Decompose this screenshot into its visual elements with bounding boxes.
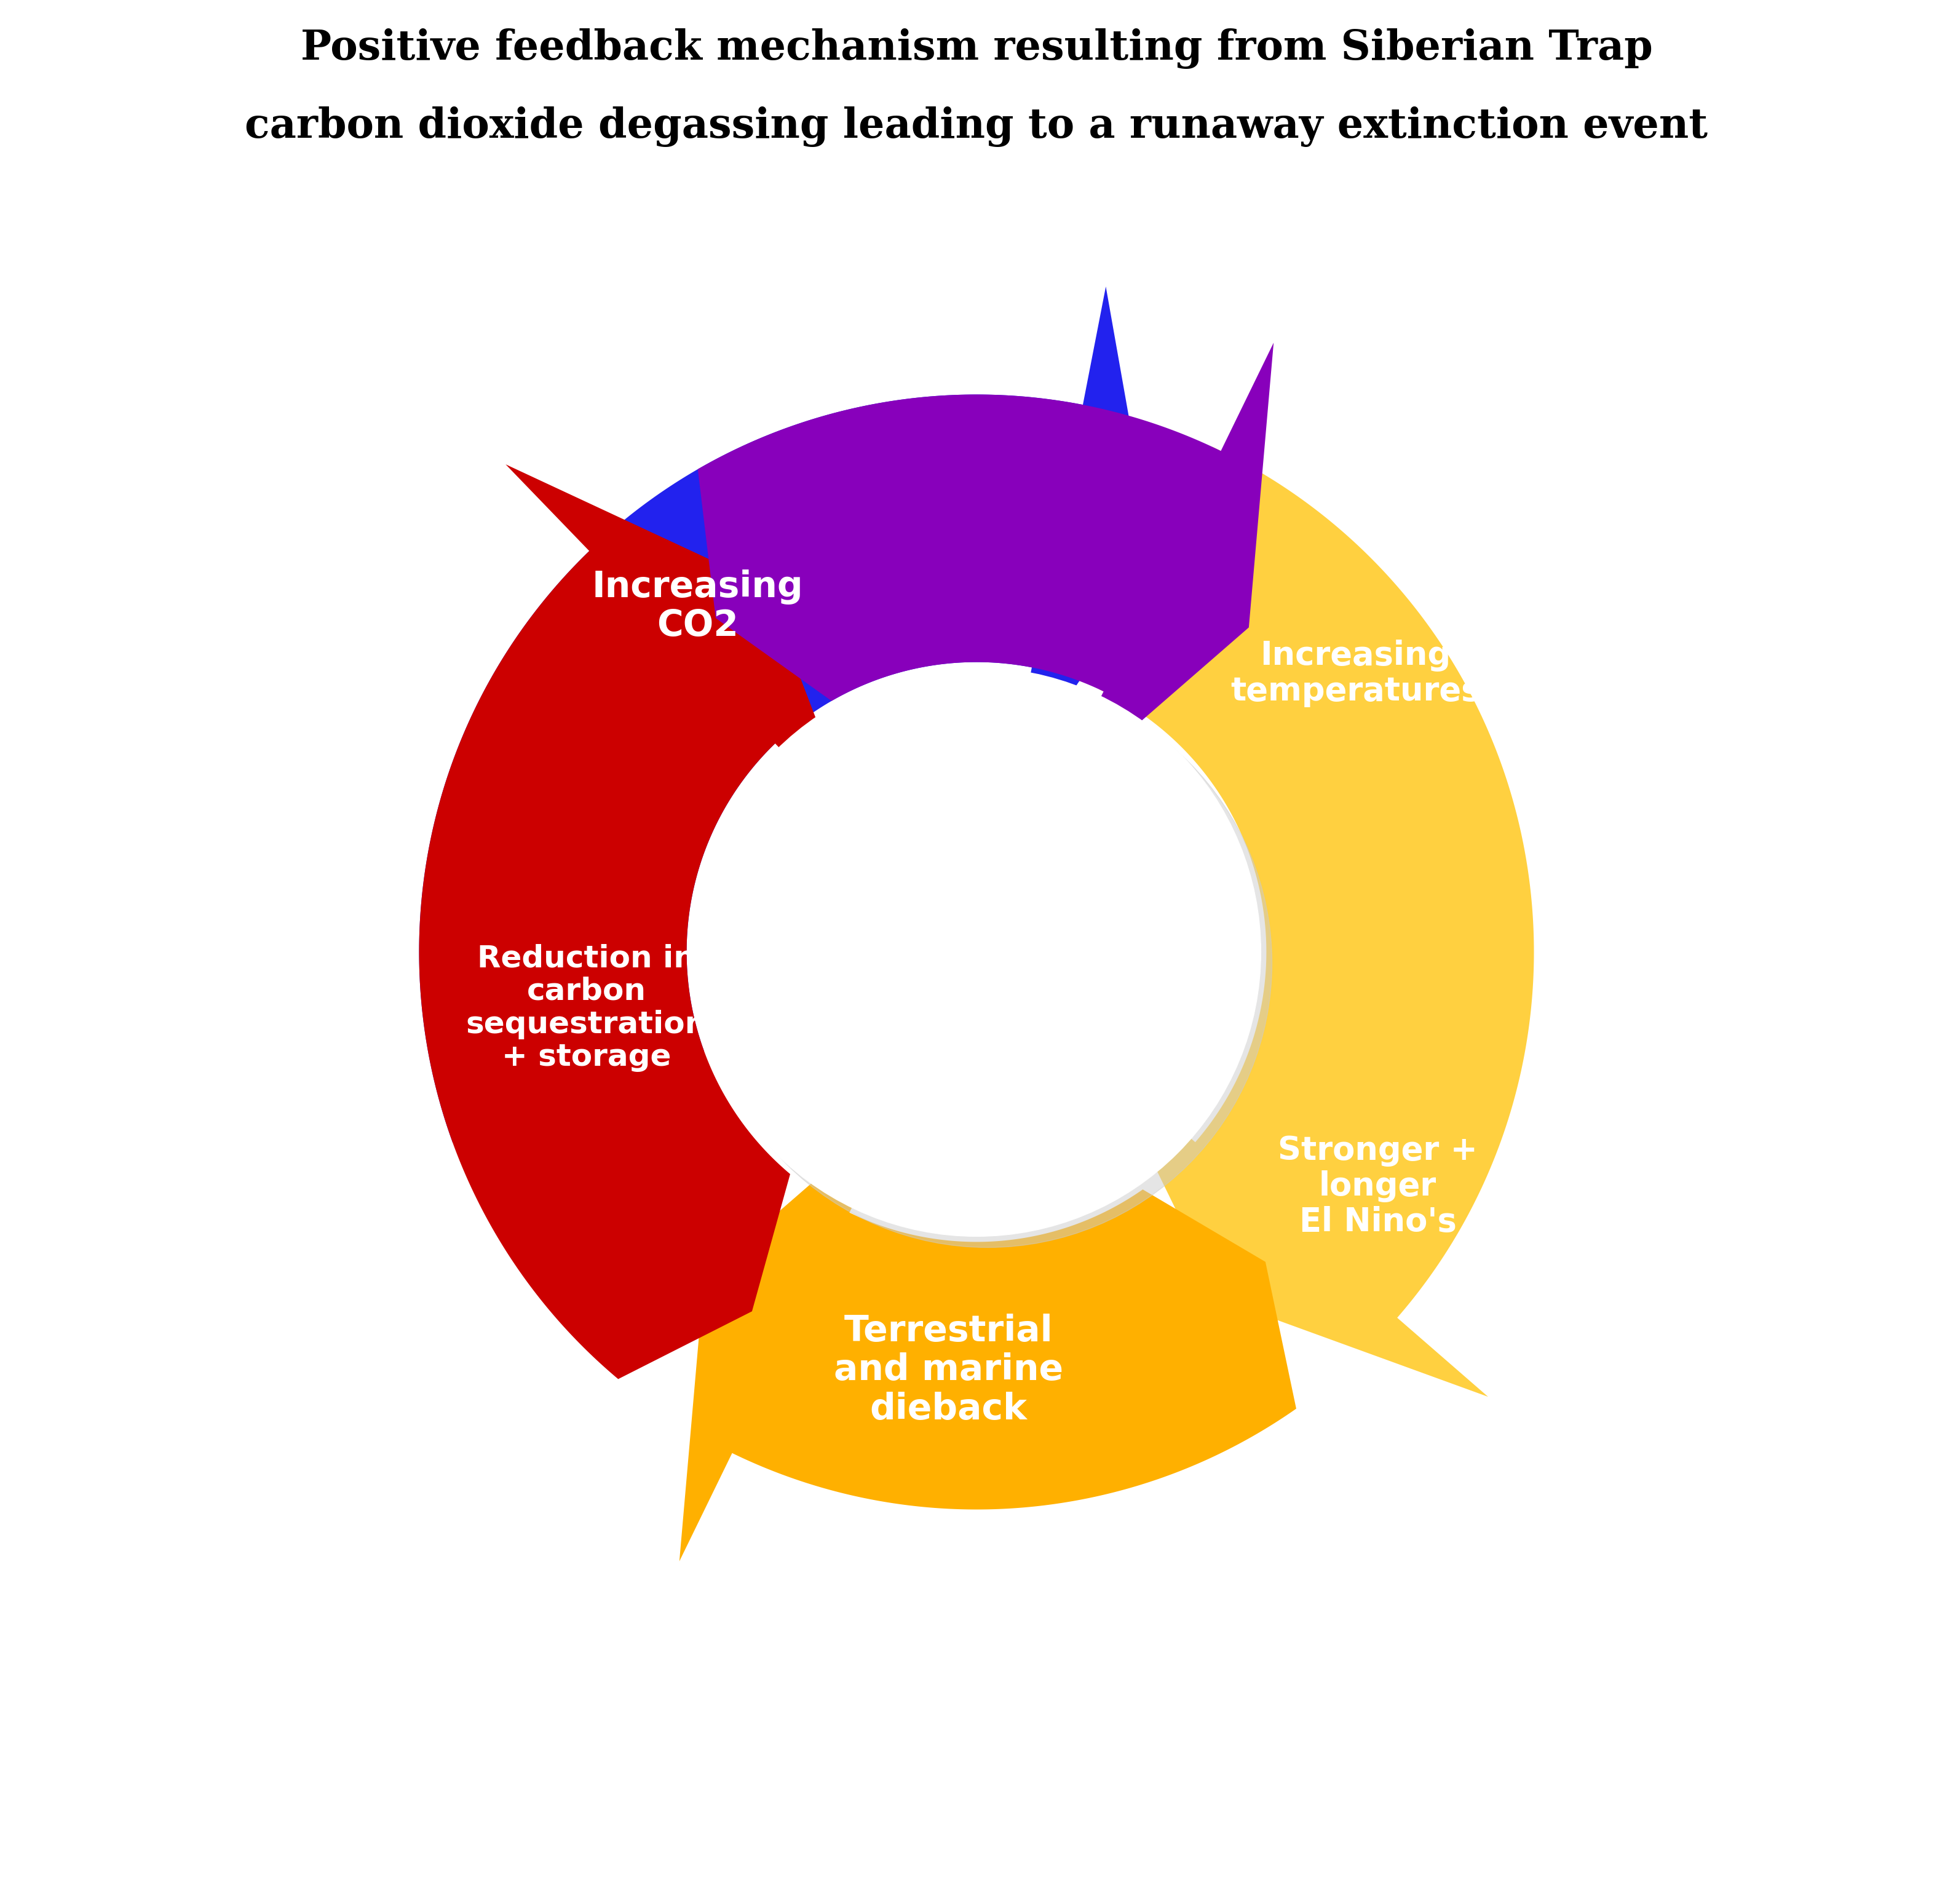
Polygon shape <box>1100 447 1533 1398</box>
Polygon shape <box>420 465 859 1378</box>
Text: carbon dioxide degassing leading to a runaway extinction event: carbon dioxide degassing leading to a ru… <box>244 107 1709 147</box>
Text: Positive feedback mechanism resulting from Siberian Trap: Positive feedback mechanism resulting fr… <box>301 29 1652 69</box>
Text: Increasing
CO2: Increasing CO2 <box>592 569 803 644</box>
Polygon shape <box>420 286 1156 1150</box>
Text: Reduction in
carbon
sequestration
+ storage: Reduction in carbon sequestration + stor… <box>465 944 707 1072</box>
Circle shape <box>691 668 1262 1236</box>
Text: Stronger +
longer
El Nino's: Stronger + longer El Nino's <box>1277 1135 1478 1238</box>
Text: Terrestrial
and marine
dieback: Terrestrial and marine dieback <box>834 1314 1062 1426</box>
Text: Increasing
temperatures: Increasing temperatures <box>1230 640 1480 706</box>
Polygon shape <box>680 1104 1297 1561</box>
Circle shape <box>703 680 1271 1247</box>
Polygon shape <box>697 343 1273 800</box>
